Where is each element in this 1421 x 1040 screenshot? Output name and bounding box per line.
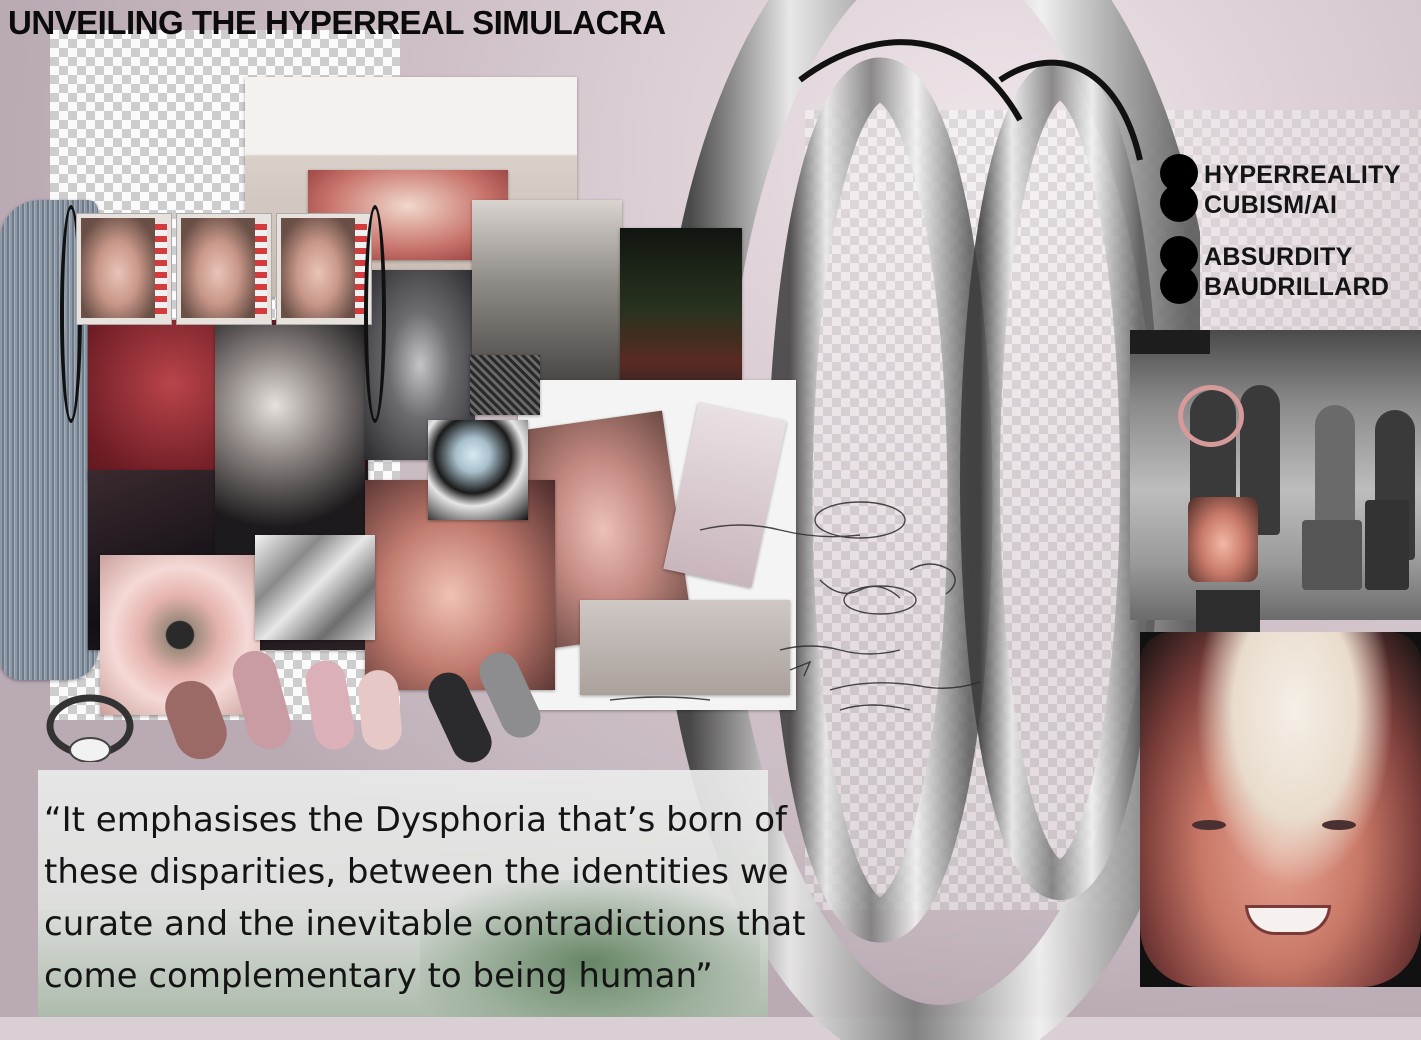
face-eye-right [1322,820,1356,830]
keyword-label: HYPERREALITY [1204,160,1401,189]
face-portrait-3 [276,213,372,325]
handwritten-annotations [609,501,981,711]
suitcase [1302,520,1362,590]
enlarged-face-image [1140,632,1421,987]
keyword-label: ABSURDITY [1204,242,1353,271]
page-title: UNVEILING THE HYPERREAL SIMULACRA [8,4,666,41]
face-portrait-2 [176,213,272,325]
brush-swatches [157,640,580,780]
bare-tree-image [215,325,365,555]
keyword-list: HYPERREALITY CUBISM/AI ABSURDITY BAUDRIL… [1160,154,1421,324]
runway-model-image [620,228,742,408]
bullet-icon [1160,266,1198,304]
lying-figure-image [580,600,790,695]
grey-texture-image [470,355,540,415]
three-faces-strip [60,205,386,423]
keyword-label: CUBISM/AI [1204,190,1338,219]
airport-photo [1130,330,1421,620]
right-bracket-shape [364,205,386,423]
face-portrait-1 [76,213,172,325]
egg-sculpture-image [428,420,528,520]
keyword-group-1: HYPERREALITY CUBISM/AI [1160,154,1421,222]
keyword-label: BAUDRILLARD [1204,272,1390,301]
piercing-ring-icon [46,694,134,762]
airport-sign [1130,330,1210,354]
person-figure [1315,405,1355,535]
highlight-circle [1178,385,1244,447]
quote-text: “It emphasises the Dysphoria that’s born… [44,800,806,996]
pasted-face-image [1188,497,1258,582]
quote-blur-glow [420,880,760,1017]
suitcase [1365,500,1409,590]
bullet-icon [1160,184,1198,222]
face-eye-left [1192,820,1226,830]
foil-texture-image [255,535,375,640]
keyword-group-2: ABSURDITY BAUDRILLARD [1160,236,1421,304]
